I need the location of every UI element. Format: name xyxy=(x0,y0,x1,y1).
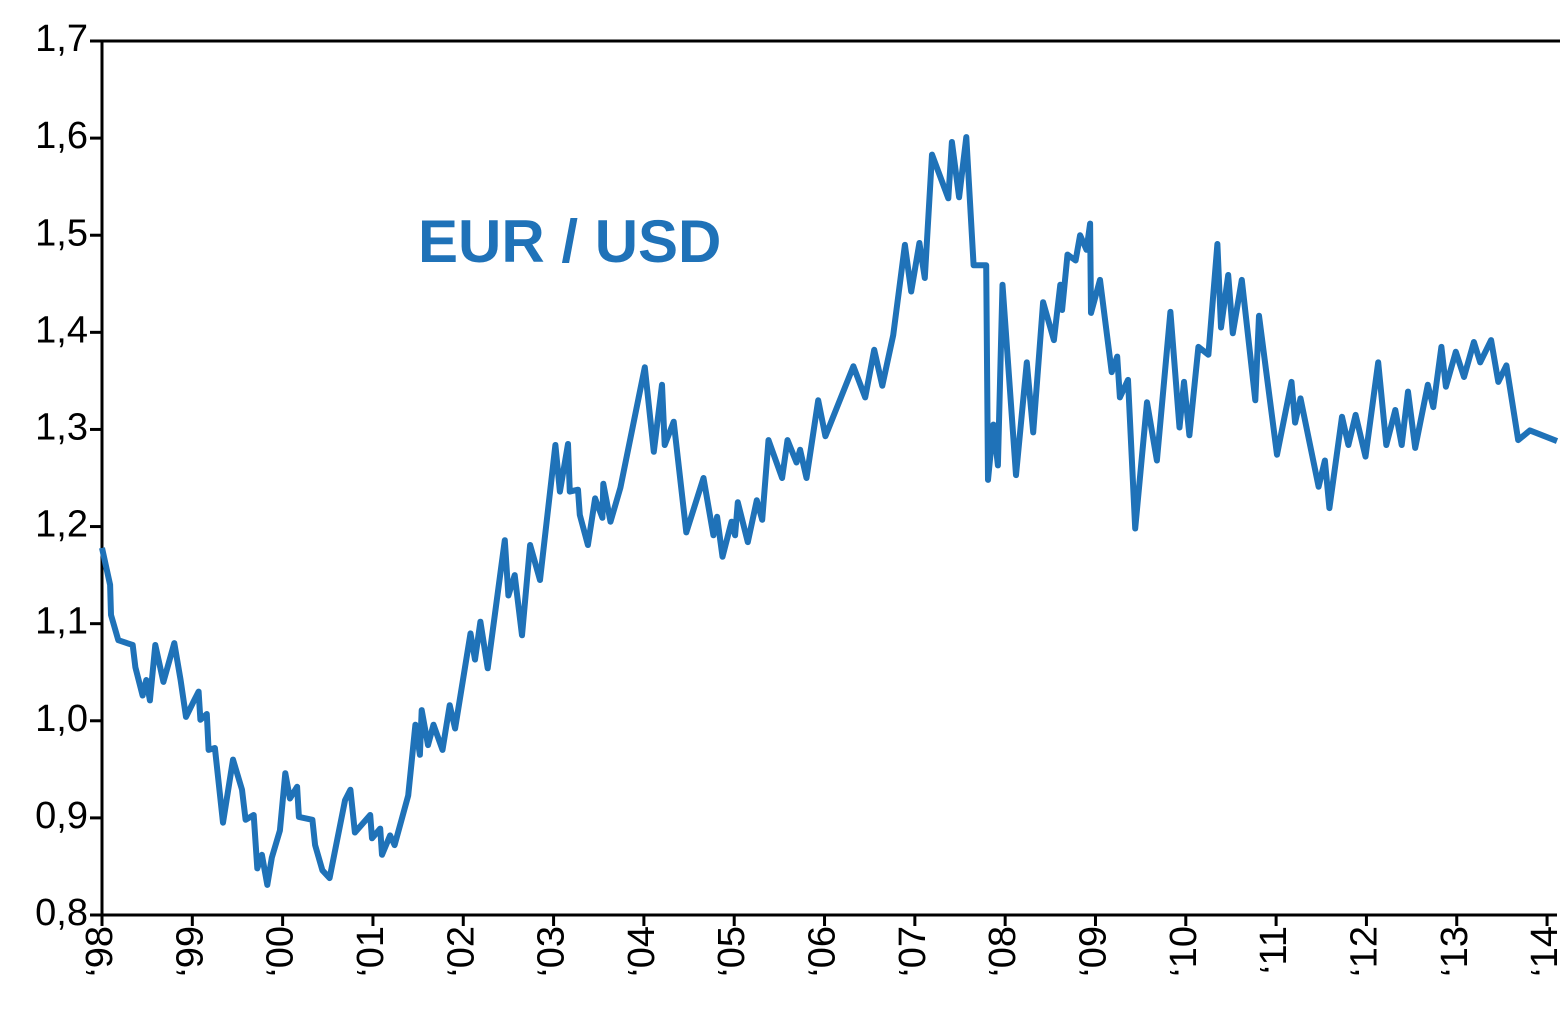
y-tick-label: 0,8 xyxy=(35,892,88,934)
y-tick-label: 1,0 xyxy=(35,698,88,740)
price-line xyxy=(99,134,1559,888)
x-tick-label: ‘10 xyxy=(1163,926,1205,977)
y-tick-label: 0,9 xyxy=(35,795,88,837)
y-tick-label: 1,5 xyxy=(35,212,88,254)
y-tick-label: 1,7 xyxy=(35,18,88,60)
y-tick-label: 1,4 xyxy=(35,309,88,351)
y-tick-label: 1,3 xyxy=(35,406,88,448)
x-tick-label: ‘04 xyxy=(621,926,663,977)
x-tick-label: ‘12 xyxy=(1343,926,1385,977)
chart-title: EUR / USD xyxy=(418,208,721,275)
x-tick-label: ‘98 xyxy=(79,926,121,977)
x-tick-label: ‘06 xyxy=(802,926,844,977)
x-tick-label: ‘11 xyxy=(1253,926,1295,974)
x-tick-label: ‘05 xyxy=(711,926,753,977)
x-tick-label: ‘08 xyxy=(982,926,1024,977)
x-tick-label: ‘99 xyxy=(169,926,211,977)
x-tick-label: ‘09 xyxy=(1073,926,1115,977)
x-tick-label: ‘01 xyxy=(350,926,392,977)
x-tick-label: ‘00 xyxy=(260,926,302,977)
x-tick-label: ‘13 xyxy=(1434,926,1476,977)
y-tick-label: 1,6 xyxy=(35,115,88,157)
x-tick-label: ‘14 xyxy=(1524,926,1560,977)
y-tick-label: 1,2 xyxy=(35,504,88,546)
x-tick-label: ‘07 xyxy=(892,926,934,977)
x-tick-label: ‘02 xyxy=(440,926,482,977)
x-tick-label: ‘03 xyxy=(531,926,573,977)
y-tick-label: 1,1 xyxy=(35,601,88,643)
